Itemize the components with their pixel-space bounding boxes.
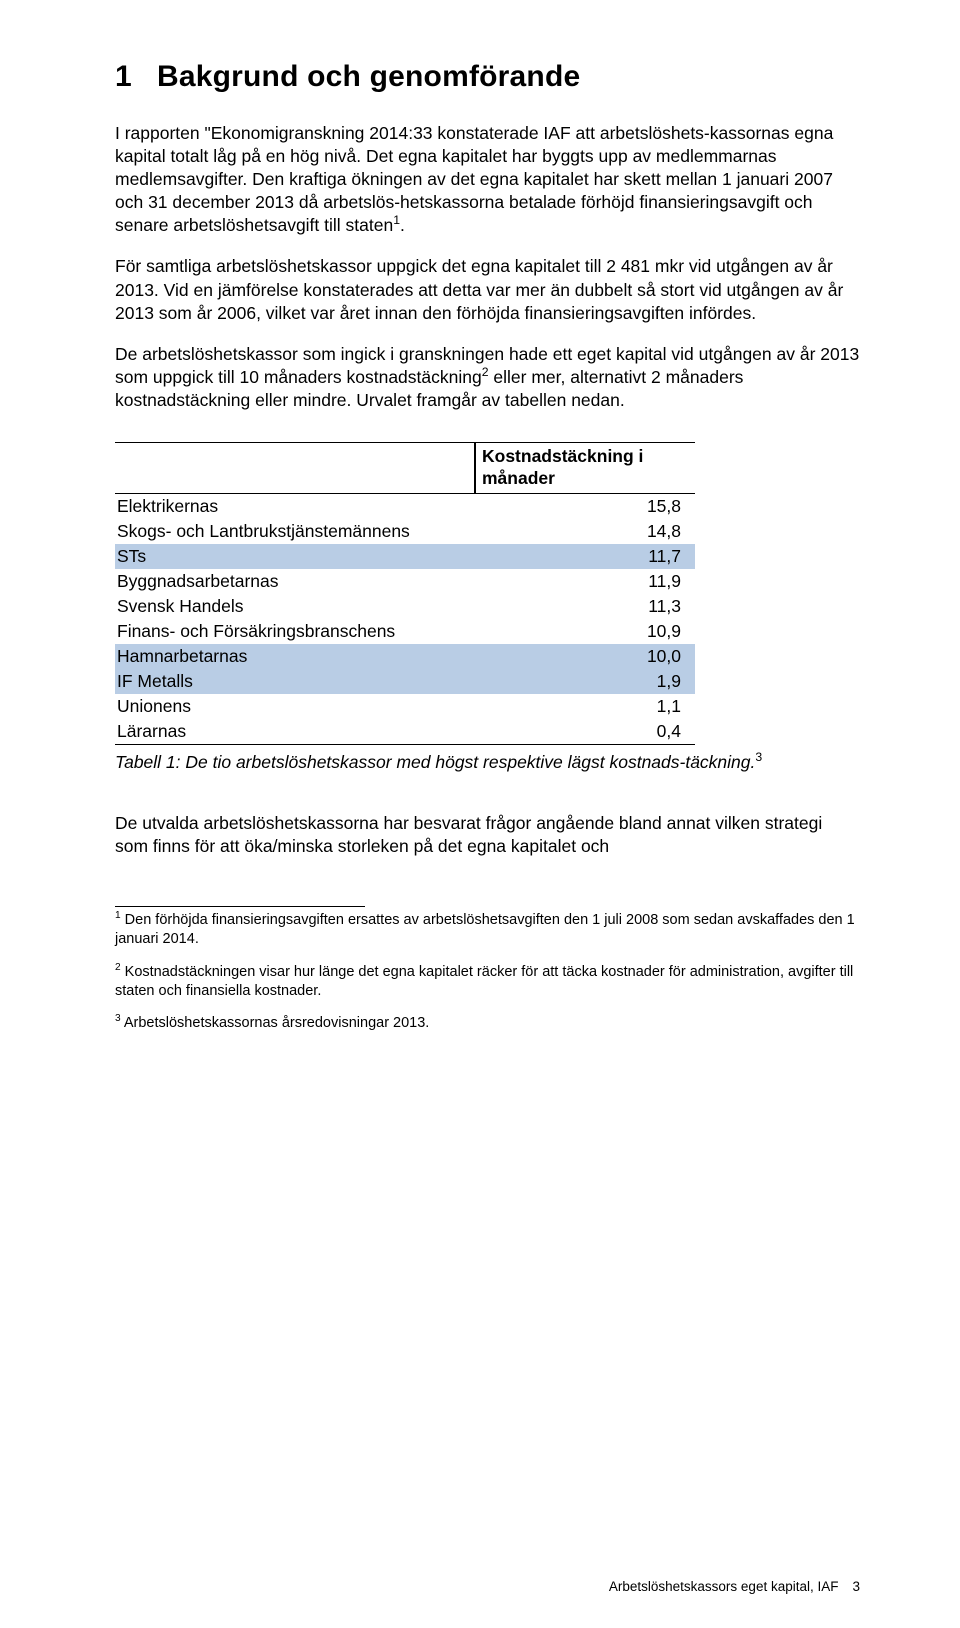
cost-coverage-table: Kostnadstäckning i månader Elektrikernas…	[115, 442, 695, 745]
table-row: Elektrikernas15,8	[115, 493, 695, 519]
row-name: Lärarnas	[115, 719, 475, 745]
table-row: Byggnadsarbetarnas11,9	[115, 569, 695, 594]
row-value: 1,9	[475, 669, 695, 694]
row-name: Skogs- och Lantbrukstjänstemännens	[115, 519, 475, 544]
paragraph-3: De arbetslöshetskassor som ingick i gran…	[115, 343, 860, 412]
page: 1Bakgrund och genomförande I rapporten "…	[0, 0, 960, 1628]
section-heading: 1Bakgrund och genomförande	[115, 60, 860, 94]
paragraph-2: För samtliga arbetslöshetskassor uppgick…	[115, 255, 860, 324]
header-empty	[115, 443, 475, 494]
table-row: Unionens1,1	[115, 694, 695, 719]
row-value: 10,0	[475, 644, 695, 669]
row-value: 11,9	[475, 569, 695, 594]
row-name: Hamnarbetarnas	[115, 644, 475, 669]
row-name: Byggnadsarbetarnas	[115, 569, 475, 594]
table-header-row: Kostnadstäckning i månader	[115, 443, 695, 494]
row-value: 1,1	[475, 694, 695, 719]
caption-text: Tabell 1: De tio arbetslöshetskassor med…	[115, 752, 755, 772]
footer-page-number: 3	[852, 1579, 860, 1594]
row-name: Finans- och Försäkringsbranschens	[115, 619, 475, 644]
table-row: IF Metalls1,9	[115, 669, 695, 694]
footnotes: 1 Den förhöjda finansieringsavgiften ers…	[115, 907, 855, 1033]
footer-doc-title: Arbetslöshetskassors eget kapital, IAF	[609, 1579, 839, 1594]
paragraph-1-text: I rapporten "Ekonomigranskning 2014:33 k…	[115, 123, 833, 235]
table-row: Lärarnas0,4	[115, 719, 695, 745]
table-row: Skogs- och Lantbrukstjänstemännens14,8	[115, 519, 695, 544]
paragraph-4: De utvalda arbetslöshetskassorna har bes…	[115, 812, 860, 858]
footnote-1-text: Den förhöjda finansieringsavgiften ersat…	[115, 912, 855, 947]
table-row: STs11,7	[115, 544, 695, 569]
table-row: Svensk Handels11,3	[115, 594, 695, 619]
row-name: Svensk Handels	[115, 594, 475, 619]
row-value: 10,9	[475, 619, 695, 644]
footnote-3: 3 Arbetslöshetskassornas årsredovisninga…	[115, 1014, 855, 1033]
row-value: 11,7	[475, 544, 695, 569]
heading-title: Bakgrund och genomförande	[157, 60, 580, 93]
footnote-2: 2 Kostnadstäckningen visar hur länge det…	[115, 963, 855, 1001]
footnote-2-text: Kostnadstäckningen visar hur länge det e…	[115, 964, 853, 999]
row-name: Unionens	[115, 694, 475, 719]
footnote-ref-2: 2	[482, 365, 489, 379]
paragraph-1-tail: .	[400, 215, 405, 235]
footnote-3-text: Arbetslöshetskassornas årsredovisningar …	[121, 1015, 430, 1031]
table-row: Hamnarbetarnas10,0	[115, 644, 695, 669]
paragraph-1: I rapporten "Ekonomigranskning 2014:33 k…	[115, 122, 860, 237]
page-footer: Arbetslöshetskassors eget kapital, IAF 3	[115, 1579, 860, 1594]
row-value: 0,4	[475, 719, 695, 745]
footnote-ref-3: 3	[755, 750, 762, 764]
footnote-1: 1 Den förhöjda finansieringsavgiften ers…	[115, 911, 855, 949]
row-name: STs	[115, 544, 475, 569]
row-value: 14,8	[475, 519, 695, 544]
table-caption: Tabell 1: De tio arbetslöshetskassor med…	[115, 751, 860, 774]
heading-number: 1	[115, 60, 157, 94]
table-container: Kostnadstäckning i månader Elektrikernas…	[115, 442, 860, 745]
row-value: 11,3	[475, 594, 695, 619]
header-value-label: Kostnadstäckning i månader	[475, 443, 695, 494]
row-name: IF Metalls	[115, 669, 475, 694]
table-row: Finans- och Försäkringsbranschens10,9	[115, 619, 695, 644]
row-name: Elektrikernas	[115, 493, 475, 519]
table-body: Elektrikernas15,8Skogs- och Lantbrukstjä…	[115, 493, 695, 744]
row-value: 15,8	[475, 493, 695, 519]
